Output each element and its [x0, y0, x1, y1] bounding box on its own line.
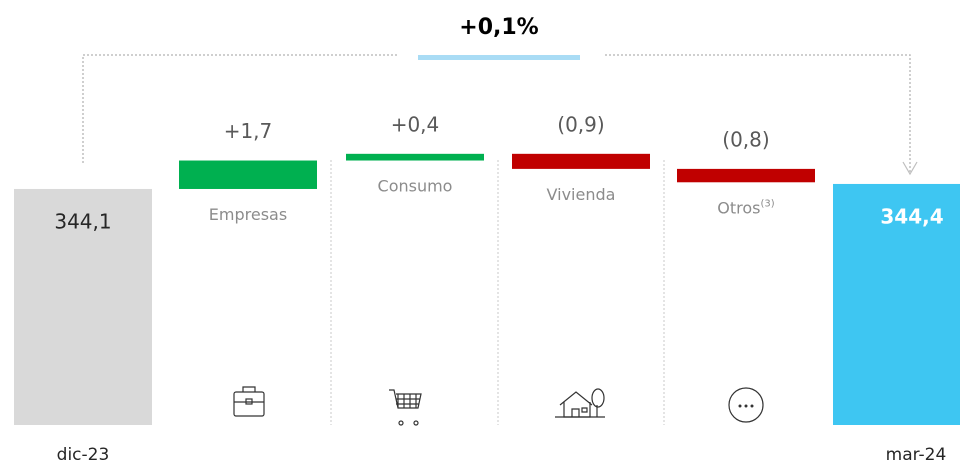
category-label: Consumo — [378, 176, 453, 195]
value-label: 344,4 — [880, 204, 943, 228]
separators — [330, 160, 665, 425]
bar — [512, 153, 650, 169]
dots — [738, 404, 754, 408]
bar — [677, 168, 815, 183]
bar — [14, 188, 152, 425]
category-name: Empresas — [209, 204, 287, 223]
value-label: (0,8) — [722, 127, 769, 151]
category-name: Vivienda — [547, 184, 616, 203]
bracket — [82, 54, 911, 172]
x-tick-label: mar-24 — [886, 445, 947, 465]
value-label: +0,4 — [391, 112, 440, 136]
x-tick-label: dic-23 — [57, 445, 110, 465]
icons — [233, 386, 764, 426]
category-name: Otros — [717, 198, 760, 217]
arrow-head — [902, 161, 918, 176]
bar — [346, 153, 484, 161]
footnote-mark: (3) — [761, 198, 775, 209]
bar — [179, 160, 317, 189]
value-label: (0,9) — [557, 112, 604, 136]
category-label: Vivienda — [547, 184, 616, 203]
value-label: +1,7 — [224, 119, 273, 143]
category-name: Consumo — [378, 176, 453, 195]
annotation-underline — [418, 55, 580, 60]
value-label: 344,1 — [54, 209, 111, 233]
category-label: Otros(3) — [717, 198, 774, 217]
bar — [833, 183, 960, 425]
category-label: Empresas — [209, 204, 287, 223]
annotation: +0,1% — [459, 15, 538, 40]
